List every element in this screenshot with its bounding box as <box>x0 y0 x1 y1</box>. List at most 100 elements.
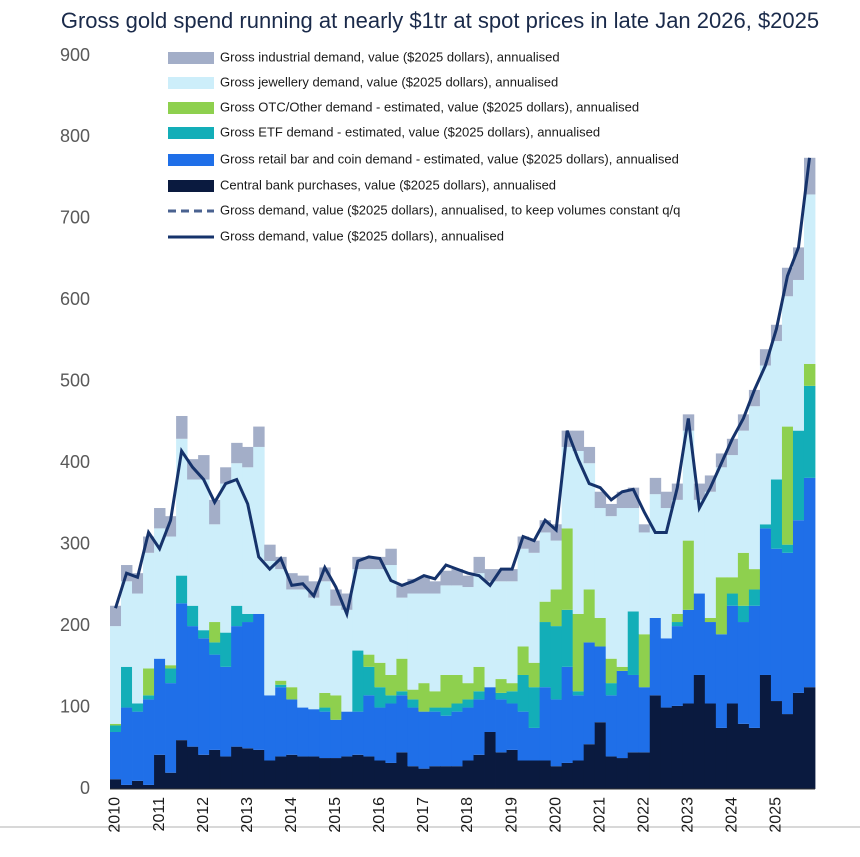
bar-segment <box>671 499 684 614</box>
bar-segment <box>660 491 673 509</box>
bar-segment <box>374 760 386 789</box>
bar-segment <box>275 556 287 570</box>
bar-segment <box>693 483 706 500</box>
bar-segment <box>803 477 816 688</box>
bar-segment <box>209 749 221 789</box>
bar-segment <box>110 723 122 726</box>
bar-segment <box>132 593 144 704</box>
bar-segment <box>726 605 739 704</box>
bar-segment <box>352 711 364 755</box>
legend-label: Gross ETF demand - estimated, value ($20… <box>220 124 600 139</box>
bar-segment <box>781 426 794 545</box>
bar-segment <box>363 666 375 696</box>
bar-segment <box>407 766 419 789</box>
bar-segment <box>374 662 386 688</box>
line-series <box>114 157 811 619</box>
bar-segment <box>605 756 618 789</box>
bar-segment <box>165 683 177 773</box>
bar-segment <box>132 703 144 712</box>
bar-segment <box>363 756 375 789</box>
bar-segment <box>594 508 607 618</box>
y-tick-label: 500 <box>60 371 90 391</box>
bar-segment <box>781 544 794 553</box>
bar-segment <box>363 654 375 667</box>
bar-segment <box>781 714 794 789</box>
bar-segment <box>506 749 518 789</box>
bar-segment <box>594 617 607 647</box>
y-tick-label: 200 <box>60 615 90 635</box>
bar-segment <box>638 687 651 753</box>
bar-segment <box>374 556 386 570</box>
bar-segment <box>770 701 783 789</box>
bar-segment <box>737 605 750 623</box>
bar-segment <box>220 483 232 633</box>
bar-segment <box>242 622 254 749</box>
bar-segment <box>737 414 750 431</box>
bar-segment <box>275 687 287 757</box>
x-tick-label: 2024 <box>724 797 741 833</box>
legend-label: Gross OTC/Other demand - estimated, valu… <box>220 99 639 114</box>
bar-segment <box>220 632 232 667</box>
bar-segment <box>506 691 518 704</box>
bar-segment <box>726 455 739 578</box>
y-tick-label: 300 <box>60 533 90 553</box>
bar-segment <box>374 569 386 663</box>
bar-segment <box>748 589 761 606</box>
bar-segment <box>253 426 265 447</box>
bar-segment <box>396 752 408 789</box>
bar-segment <box>506 581 518 684</box>
bar-segment <box>330 695 342 720</box>
bar-segment <box>715 634 728 728</box>
bar-segment <box>242 446 254 468</box>
bar-segment <box>539 601 552 623</box>
bar-segment <box>528 760 541 789</box>
bar-segment <box>308 756 320 789</box>
bar-segment <box>209 654 221 750</box>
bar-segment <box>440 707 452 716</box>
x-tick-label: 2025 <box>768 797 785 833</box>
bar-segment <box>792 692 805 789</box>
bar-segment <box>495 699 507 753</box>
y-tick-label: 900 <box>60 45 90 65</box>
bar-segment <box>583 744 596 789</box>
bar-segment <box>572 430 585 452</box>
bar-segment <box>473 754 485 789</box>
bar-segment <box>583 642 596 745</box>
bar-segment <box>121 707 133 785</box>
bar-segment <box>627 508 640 612</box>
bar-segment <box>385 695 397 704</box>
bar-segment <box>110 605 122 627</box>
bar-segment <box>396 658 408 692</box>
bar-segment <box>517 536 529 549</box>
bar-segment <box>220 467 232 484</box>
legend-label: Gross demand, value ($2025 dollars), ann… <box>220 228 504 243</box>
bar-segment <box>132 780 144 789</box>
bar-segment <box>330 758 342 789</box>
bar-segment <box>792 279 805 431</box>
bar-segment <box>517 760 529 789</box>
bar-segment <box>451 703 463 712</box>
x-tick-label: 2023 <box>680 797 697 833</box>
bar-segment <box>616 491 629 509</box>
bar-segment <box>253 446 265 614</box>
y-tick-label: 400 <box>60 452 90 472</box>
bar-segment <box>165 516 177 537</box>
bar-segment <box>385 548 397 566</box>
bar-segment <box>638 634 651 688</box>
bar-segment <box>132 711 144 781</box>
bar-segment <box>627 674 640 753</box>
bar-segment <box>242 467 254 614</box>
bar-segment <box>759 349 772 366</box>
bar-segment <box>803 385 816 478</box>
bar-segment <box>539 760 552 789</box>
bar-segment <box>473 573 485 667</box>
bar-segment <box>242 613 254 623</box>
legend-label: Central bank purchases, value ($2025 dol… <box>220 177 556 192</box>
y-tick-label: 0 <box>80 778 90 798</box>
bar-segment <box>583 589 596 643</box>
y-tick-label: 100 <box>60 696 90 716</box>
bar-segment <box>737 723 750 789</box>
bar-segment <box>407 593 419 690</box>
bar-segment <box>264 695 276 761</box>
bar-segment <box>484 569 496 582</box>
